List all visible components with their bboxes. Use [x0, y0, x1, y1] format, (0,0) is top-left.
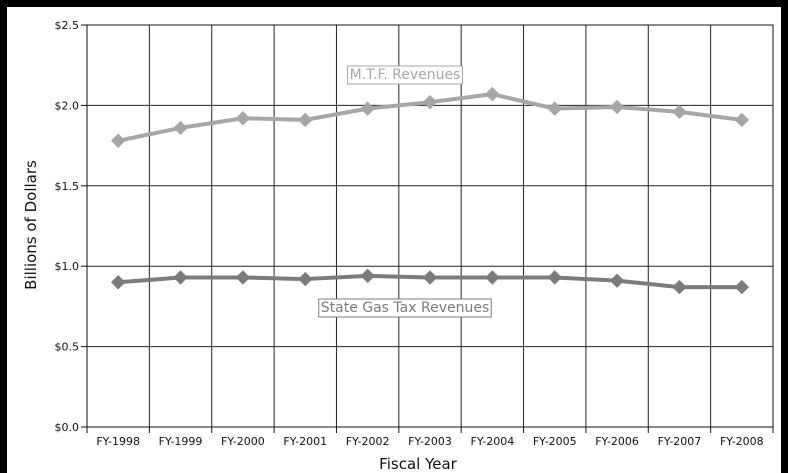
data-point	[485, 270, 500, 285]
x-tick-label: FY-2005	[533, 435, 577, 448]
data-point	[173, 270, 188, 285]
line-chart: $0.0$0.5$1.0$1.5$2.0$2.5 FY-1998 FY-1999 F…	[22, 19, 774, 473]
data-point	[609, 273, 625, 288]
x-tick-label: FY-2006	[595, 435, 639, 448]
y-tick-label: $0.0	[55, 421, 80, 434]
data-point	[173, 120, 188, 136]
series-label-1: State Gas Tax Revenues	[318, 298, 492, 318]
data-point	[298, 271, 313, 287]
series-label-text: State Gas Tax Revenues	[321, 300, 490, 316]
x-tick-label: FY-2000	[221, 435, 265, 448]
series-labels: M.T.F. Revenues State Gas Tax Revenues	[318, 65, 492, 318]
data-point	[110, 275, 126, 290]
x-tick-label: FY-2008	[720, 435, 764, 448]
y-tick-label: $1.5	[55, 180, 80, 193]
data-point	[235, 270, 251, 285]
y-tick-label: $2.0	[55, 99, 80, 112]
data-point	[734, 112, 750, 128]
series-lines	[110, 86, 750, 295]
x-tick-label: FY-1998	[96, 435, 140, 448]
data-point	[547, 270, 562, 285]
data-point	[672, 279, 687, 295]
y-tick-label: $0.5	[55, 341, 80, 354]
x-tick-label: FY-2001	[283, 435, 327, 448]
data-point	[672, 104, 687, 120]
data-point	[485, 86, 500, 102]
data-point	[422, 270, 438, 285]
data-point	[360, 101, 375, 116]
y-axis-title: Billions of Dollars	[22, 160, 40, 290]
y-axis-ticks: $0.0 $0.5 $1.0 $1.5 $2.0 $2.5	[55, 19, 87, 434]
data-point	[734, 279, 750, 295]
data-point	[609, 99, 625, 115]
x-axis-ticks: FY-1998 FY-1999 FY-2000 FY-2001 FY-2002 FY-20…	[86, 427, 774, 448]
x-tick-label: FY-2002	[346, 435, 390, 448]
data-point	[110, 133, 126, 148]
grid-lines	[86, 24, 774, 428]
data-point	[298, 112, 313, 128]
x-axis-title: Fiscal Year	[379, 455, 457, 473]
data-point	[360, 268, 375, 284]
y-tick-label: $1.0	[55, 260, 80, 273]
data-point	[235, 111, 251, 126]
series-label-box	[318, 298, 492, 318]
chart-frame: $0.0 $0.5 $1.0 $1.5 $2.0 $2.5 FY-1998 FY-1999 F…	[7, 7, 781, 473]
plot-border	[86, 24, 774, 428]
data-point	[422, 94, 438, 110]
series-label-0: M.T.F. Revenues	[347, 65, 463, 85]
x-tick-label: FY-1999	[159, 435, 203, 448]
x-tick-label: FY-2004	[471, 435, 515, 448]
series-label-box	[347, 65, 463, 85]
x-tick-label: FY-2003	[408, 435, 452, 448]
data-point	[547, 101, 562, 116]
y-tick-label: $2.5	[55, 19, 80, 32]
x-tick-label: FY-2007	[658, 435, 702, 448]
series-label-text: M.T.F. Revenues	[350, 67, 461, 83]
